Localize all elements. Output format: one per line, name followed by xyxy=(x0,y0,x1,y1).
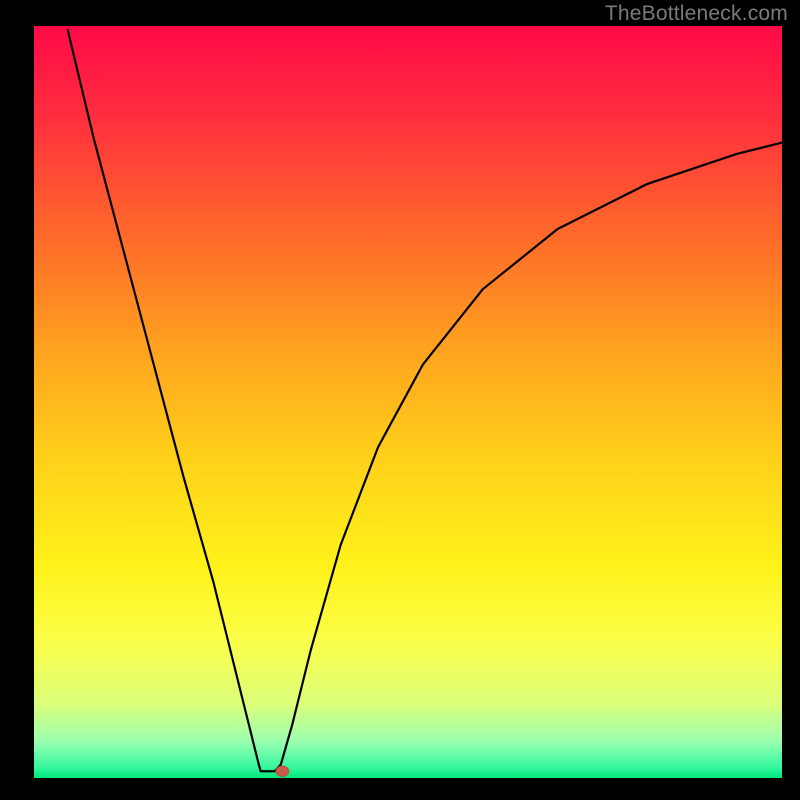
bottleneck-chart xyxy=(0,0,800,800)
chart-container: TheBottleneck.com xyxy=(0,0,800,800)
watermark-text: TheBottleneck.com xyxy=(605,2,788,26)
optimal-point-marker xyxy=(276,766,289,776)
